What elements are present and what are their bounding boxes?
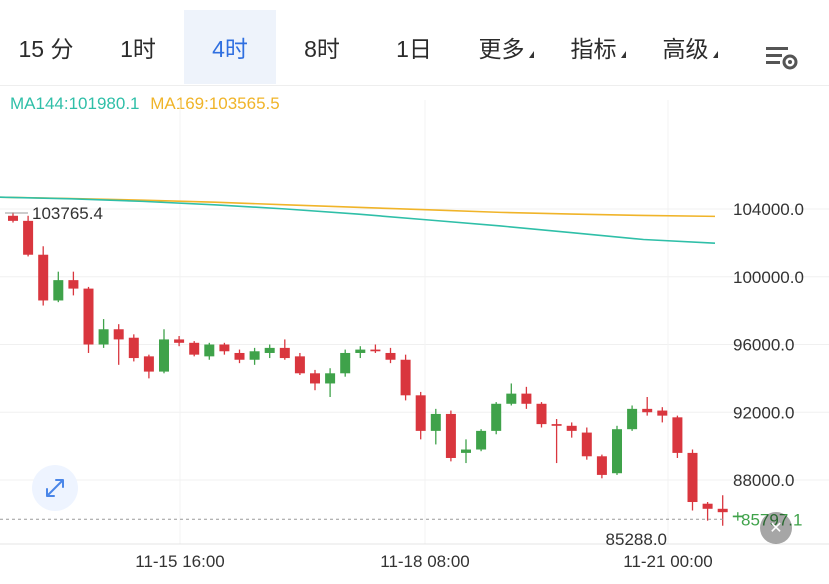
tab-indicators[interactable]: 指标 — [552, 10, 644, 84]
dropdown-caret-icon — [528, 50, 534, 58]
candle-body — [189, 342, 200, 355]
candle-body — [732, 515, 743, 518]
x-axis-label: 11-21 00:00 — [623, 552, 712, 571]
candle-body — [521, 393, 532, 404]
tab-label: 更多 — [478, 36, 525, 62]
last-price-label: 85797.1 — [741, 510, 802, 529]
candle-body — [536, 403, 547, 425]
candle-body — [672, 417, 683, 453]
tab-15m[interactable]: 15 分 — [0, 10, 92, 84]
candle-body — [506, 393, 517, 404]
candle-body — [83, 288, 94, 345]
candle-body — [68, 280, 79, 289]
y-axis-label: 88000.0 — [733, 471, 794, 490]
y-axis-label: 104000.0 — [733, 200, 804, 219]
candle-body — [717, 508, 728, 513]
candle-body — [687, 452, 698, 503]
ma169-line — [0, 196, 716, 218]
candle-body — [98, 329, 109, 345]
tab-label: 1日 — [396, 36, 432, 62]
y-axis-label: 96000.0 — [733, 336, 794, 355]
x-axis-label: 11-15 16:00 — [135, 552, 224, 571]
tab-label: 4时 — [212, 36, 248, 62]
tab-8h[interactable]: 8时 — [276, 10, 368, 84]
ma169-label: MA169:103565.5 — [150, 94, 280, 113]
expand-icon — [46, 479, 64, 497]
tabbar-divider — [0, 85, 829, 86]
tab-label: 8时 — [304, 36, 340, 62]
y-axis-label: 92000.0 — [733, 403, 794, 422]
candle-body — [657, 410, 668, 416]
candle-body — [476, 430, 487, 450]
dropdown-caret-icon — [620, 50, 626, 58]
candle-body — [174, 339, 185, 343]
candle-body — [491, 403, 502, 431]
tab-4h[interactable]: 4时 — [184, 10, 276, 84]
x-axis-label: 11-18 08:00 — [380, 552, 469, 571]
candle-body — [53, 280, 64, 301]
min-price-marker: 85288.0 — [606, 530, 667, 549]
candle-body — [461, 449, 471, 453]
tab-label: 15 分 — [18, 36, 74, 62]
close-icon: ✕ — [769, 520, 783, 537]
tab-1h[interactable]: 1时 — [92, 10, 184, 84]
candle-body — [310, 373, 320, 384]
candle-body — [38, 254, 49, 301]
candle-body — [370, 349, 381, 352]
candle-body — [249, 351, 260, 360]
ma144-label: MA144:101980.1 — [10, 94, 140, 113]
candle-body — [128, 337, 139, 359]
y-axis-label: 100000.0 — [733, 268, 804, 287]
candle-body — [340, 352, 351, 374]
candle-body — [430, 413, 441, 431]
candle-body — [612, 429, 622, 474]
candle-body — [219, 344, 230, 352]
timeframe-tabbar: 15 分 1时 4时 8时 1日 更多 指标 高级 — [0, 10, 829, 84]
expand-button[interactable] — [32, 465, 78, 511]
candle-body — [294, 356, 305, 374]
candle-body — [627, 408, 638, 430]
max-price-marker: 103765.4 — [32, 204, 103, 223]
candle-body — [143, 356, 154, 372]
candle-body — [702, 503, 713, 509]
candle-body — [551, 424, 562, 426]
candle-body — [8, 215, 18, 221]
candle-body — [581, 432, 592, 457]
tab-1d[interactable]: 1日 — [368, 10, 460, 84]
candle-body — [445, 413, 456, 458]
dropdown-caret-icon — [712, 50, 718, 58]
tab-label: 指标 — [570, 36, 617, 62]
candle-body — [355, 349, 366, 353]
candlestick-chart[interactable]: 104000.0 100000.0 96000.0 92000.0 88000.0 857… — [0, 100, 829, 584]
candle-body — [279, 347, 290, 359]
candle-body — [204, 344, 215, 357]
candle-body — [264, 347, 275, 353]
candle-body — [23, 220, 34, 255]
candle-body — [385, 352, 396, 360]
candle-body — [159, 339, 169, 372]
close-button[interactable]: ✕ — [760, 512, 792, 544]
chart-settings-icon[interactable] — [764, 42, 800, 72]
tab-label: 1时 — [120, 36, 156, 62]
tab-label: 高级 — [662, 36, 709, 62]
candle-body — [415, 395, 426, 431]
ma144-line — [0, 196, 716, 245]
ma-legend: MA144:101980.1 MA169:103565.5 — [10, 94, 280, 114]
tab-more[interactable]: 更多 — [460, 10, 552, 84]
candle-body — [400, 359, 411, 396]
candle-body — [325, 373, 336, 384]
candle-body — [596, 456, 607, 475]
candle-body — [642, 408, 653, 413]
candle-body — [566, 425, 577, 431]
candle-body — [113, 329, 124, 340]
tab-advanced[interactable]: 高级 — [644, 10, 736, 84]
candle-body — [234, 352, 245, 360]
